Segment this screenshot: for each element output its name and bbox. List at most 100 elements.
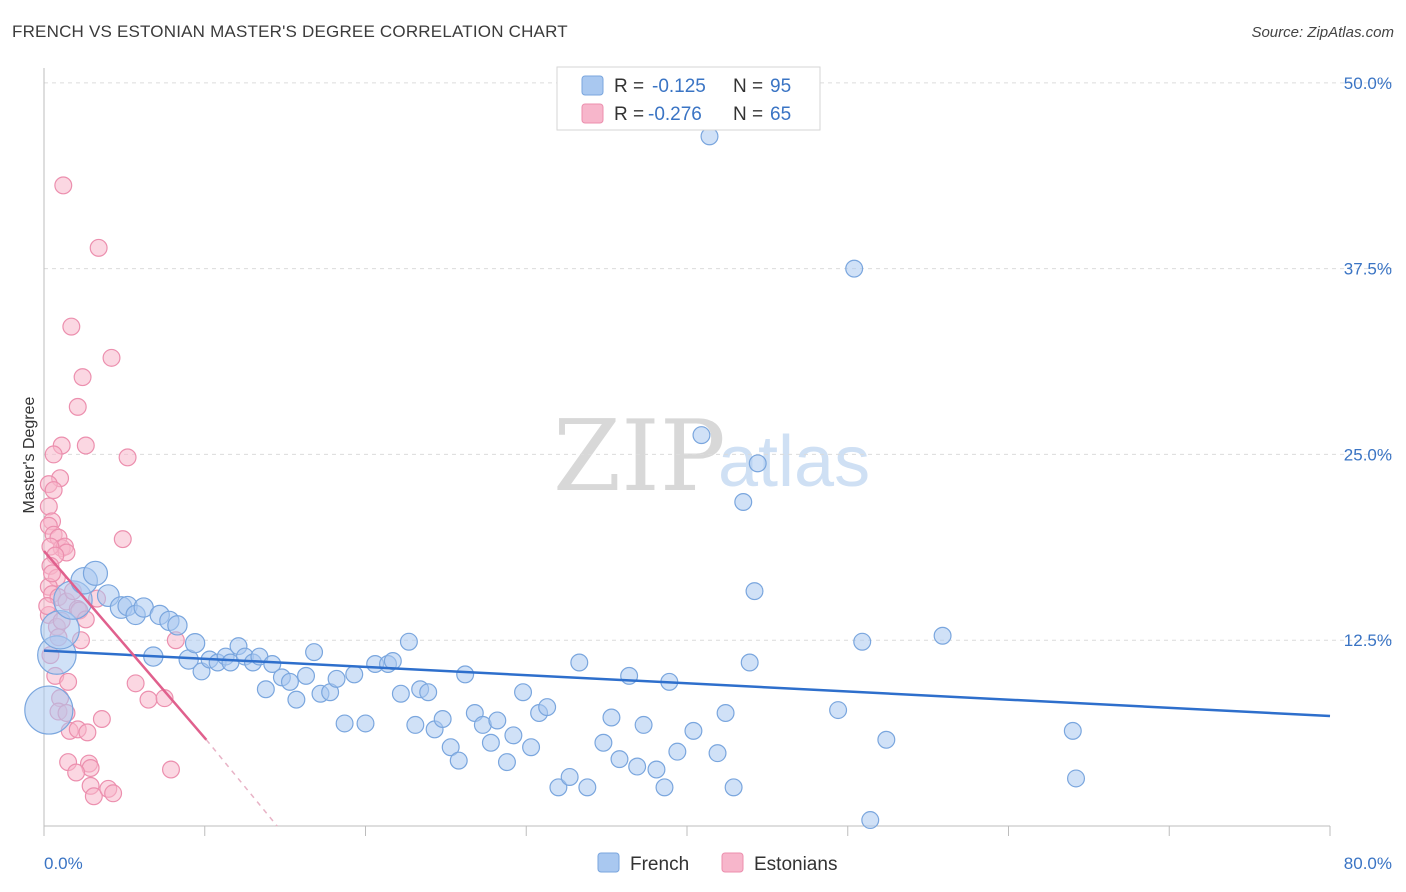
estonian-point-9 — [118, 448, 137, 467]
estonian-point-60 — [104, 784, 123, 803]
french-point-76 — [684, 721, 703, 740]
estonian-stat-swatch — [581, 103, 604, 124]
french-point-85 — [748, 454, 767, 473]
french-point-89 — [861, 811, 880, 830]
x-axis-ticks — [43, 826, 1331, 836]
legend-french-label: French — [630, 854, 689, 875]
french-point-67 — [602, 708, 621, 727]
estonian-point-49 — [92, 709, 111, 728]
french-point-72 — [647, 760, 666, 779]
legend: French Estonians — [597, 852, 837, 875]
french-point-57 — [504, 726, 523, 745]
french-point-46 — [419, 683, 438, 702]
french-point-65 — [578, 778, 597, 797]
french-point-37 — [345, 665, 364, 684]
french-point-91 — [933, 626, 952, 645]
y-tick-labels: 12.5% 25.0% 37.5% 50.0% — [1344, 74, 1392, 650]
french-point-16 — [184, 632, 206, 654]
estonian-point-63 — [43, 564, 62, 583]
french-point-62 — [549, 778, 568, 797]
y-tick-label-3: 50.0% — [1344, 74, 1392, 93]
french-point-82 — [734, 492, 753, 511]
french-point-58 — [514, 683, 533, 702]
french-point-43 — [399, 632, 418, 651]
french-point-26 — [256, 680, 275, 699]
y-tick-label-2: 37.5% — [1344, 260, 1392, 279]
french-point-80 — [716, 704, 735, 723]
estonian-n-value: 65 — [770, 104, 791, 125]
french-point-0 — [24, 685, 74, 735]
estonian-point-0 — [54, 176, 73, 195]
estonian-point-12 — [44, 481, 63, 500]
french-point-32 — [305, 643, 324, 662]
estonian-point-5 — [68, 397, 87, 416]
french-point-77 — [692, 426, 711, 445]
french-point-36 — [335, 714, 354, 733]
french-point-70 — [628, 757, 647, 776]
french-point-71 — [634, 715, 653, 734]
french-point-86 — [829, 701, 848, 720]
y-axis-label: Master's Degree — [21, 396, 38, 513]
estonian-trend-line — [43, 550, 208, 741]
french-point-44 — [406, 715, 425, 734]
french-point-13 — [167, 615, 188, 636]
trend-lines — [43, 550, 1331, 827]
estonian-point-43 — [126, 674, 145, 693]
french-point-93 — [1067, 769, 1086, 788]
chart-title: FRENCH VS ESTONIAN MASTER'S DEGREE CORRE… — [12, 22, 568, 41]
estonian-point-52 — [78, 723, 97, 742]
french-point-29 — [280, 672, 299, 691]
estonian-point-6 — [76, 436, 95, 455]
estonian-point-23 — [113, 530, 132, 549]
french-point-92 — [1063, 721, 1082, 740]
french-point-90 — [877, 730, 896, 749]
french-point-75 — [668, 742, 687, 761]
french-point-73 — [655, 778, 674, 797]
french-point-83 — [740, 653, 759, 672]
estonian-point-8 — [44, 445, 63, 464]
stats-box: R = -0.125 N = 95 R = -0.276 N = 65 — [556, 66, 821, 131]
y-tick-label-1: 25.0% — [1344, 445, 1392, 464]
legend-estonians-label: Estonians — [754, 854, 837, 875]
french-point-59 — [522, 738, 541, 757]
estonian-point-1 — [89, 238, 108, 257]
legend-estonians-swatch — [721, 852, 744, 873]
french-point-5 — [82, 560, 109, 586]
french-point-56 — [497, 753, 516, 772]
gridlines — [44, 82, 1392, 641]
estonian-r-label: R = — [614, 104, 644, 125]
french-point-48 — [433, 709, 452, 728]
watermark-zip: ZIP — [553, 400, 726, 514]
french-series — [24, 127, 1086, 830]
estonian-point-61 — [161, 760, 180, 779]
french-point-64 — [570, 653, 589, 672]
french-r-label: R = — [614, 76, 644, 97]
estonian-point-42 — [59, 672, 78, 691]
french-point-63 — [560, 767, 579, 786]
estonian-point-44 — [139, 690, 158, 709]
french-point-42 — [391, 684, 410, 703]
x-tick-label-min: 0.0% — [44, 854, 83, 873]
french-r-value: -0.125 — [652, 76, 706, 97]
french-point-38 — [356, 714, 375, 733]
y-tick-label-0: 12.5% — [1344, 631, 1392, 650]
estonian-point-58 — [84, 787, 103, 806]
french-point-51 — [456, 665, 475, 684]
french-point-61 — [538, 698, 557, 717]
estonian-trend-extension — [205, 739, 278, 827]
estonian-point-56 — [67, 763, 86, 782]
source-label: Source: ZipAtlas.com — [1251, 24, 1394, 41]
french-point-84 — [745, 582, 764, 601]
estonian-point-3 — [102, 348, 121, 367]
watermark-atlas: atlas — [718, 422, 870, 502]
x-tick-label-max: 80.0% — [1344, 854, 1392, 873]
french-point-50 — [449, 751, 468, 770]
french-point-66 — [594, 733, 613, 752]
french-point-81 — [724, 778, 743, 797]
french-n-label: N = — [733, 76, 763, 97]
estonian-r-value: -0.276 — [648, 104, 702, 125]
french-point-87 — [845, 259, 864, 278]
french-point-30 — [287, 690, 306, 709]
french-point-35 — [327, 669, 346, 688]
